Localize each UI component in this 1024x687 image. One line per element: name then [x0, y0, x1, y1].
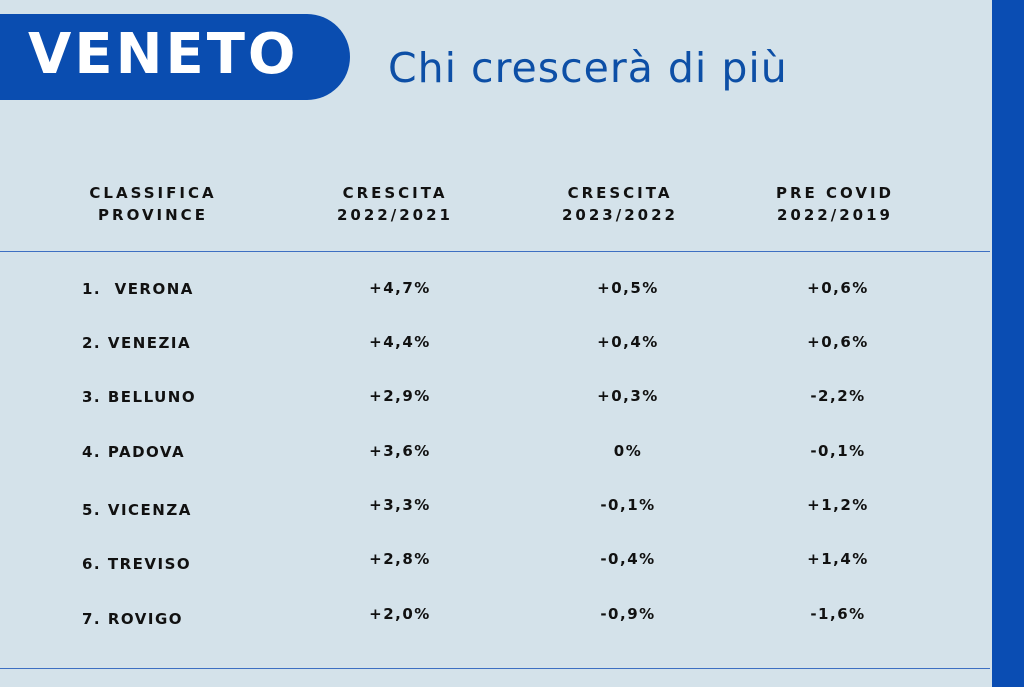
province: 1. VERONA [82, 280, 194, 298]
value-cell: +1,2% [807, 496, 869, 514]
province: 7. ROVIGO [82, 610, 184, 628]
value-cell: +0,4% [597, 333, 659, 351]
column-header: 2022/2021 [337, 206, 453, 224]
value-cell: -0,9% [600, 605, 656, 623]
value-cell: 0% [613, 442, 643, 460]
province: 6. TREVISO [82, 555, 192, 573]
badge-text: VENETO [28, 22, 299, 87]
column-header: PROVINCE [98, 206, 208, 224]
value-cell: +2,9% [369, 387, 431, 405]
column-header: 2022/2019 [777, 206, 893, 224]
value-cell: +1,4% [807, 550, 869, 568]
column-header: CRESCITA [567, 184, 673, 202]
value-cell: -0,1% [810, 442, 866, 460]
value-cell: +0,6% [807, 333, 869, 351]
title: Chi crescerà di più [388, 44, 788, 92]
value-cell: +2,0% [369, 605, 431, 623]
province: 3. BELLUNO [82, 388, 197, 406]
value-cell: -1,6% [810, 605, 866, 623]
column-header: PRE COVID [775, 184, 894, 202]
value-cell: +3,6% [369, 442, 431, 460]
value-cell: +0,3% [597, 387, 659, 405]
value-cell: +3,3% [369, 496, 431, 514]
value-cell: +0,6% [807, 279, 869, 297]
value-cell: -0,4% [600, 550, 656, 568]
province: 2. VENEZIA [82, 334, 192, 352]
value-cell: +4,7% [369, 279, 431, 297]
value-cell: +4,4% [369, 333, 431, 351]
value-cell: -2,2% [810, 387, 866, 405]
value-cell: +0,5% [597, 279, 659, 297]
side-bar [992, 0, 1024, 687]
province: 5. VICENZA [82, 501, 192, 519]
province: 4. PADOVA [82, 443, 186, 461]
bottom-rule [0, 668, 990, 669]
column-header: CRESCITA [342, 184, 448, 202]
badge [0, 14, 350, 100]
column-header: CLASSIFICA [89, 184, 217, 202]
column-header: 2023/2022 [562, 206, 678, 224]
value-cell: +2,8% [369, 550, 431, 568]
value-cell: -0,1% [600, 496, 656, 514]
header-rule [0, 251, 990, 252]
